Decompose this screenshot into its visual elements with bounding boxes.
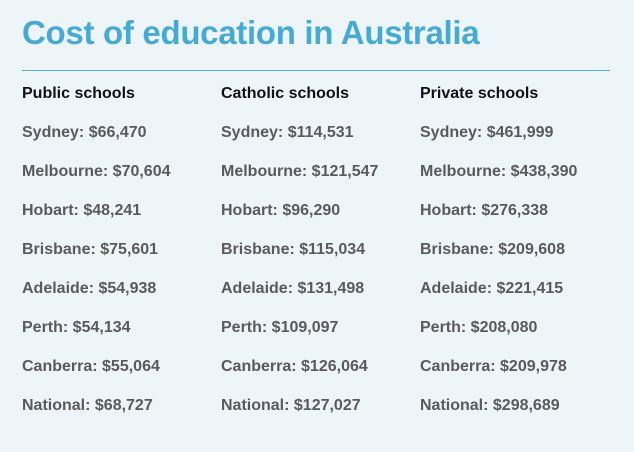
cost-entry: Canberra: $126,064 — [221, 358, 368, 375]
cost-entry: Hobart: $96,290 — [221, 202, 341, 219]
cost-entry: Hobart: $276,338 — [420, 202, 549, 219]
cost-entry: Sydney: $114,531 — [221, 124, 354, 141]
divider — [22, 70, 610, 71]
cost-entry: Canberra: $55,064 — [22, 358, 160, 375]
cost-entry: National: $298,689 — [420, 397, 560, 414]
cost-entry: Adelaide: $54,938 — [22, 280, 157, 297]
column-header: Public schools — [22, 85, 135, 102]
cost-entry: Brisbane: $209,608 — [420, 241, 565, 258]
cost-entry: Brisbane: $115,034 — [221, 241, 366, 258]
cost-entry: Melbourne: $121,547 — [221, 163, 379, 180]
cost-entry: Hobart: $48,241 — [22, 202, 142, 219]
cost-entry: Melbourne: $70,604 — [22, 163, 171, 180]
cost-entry: Adelaide: $131,498 — [221, 280, 365, 297]
column-header: Catholic schools — [221, 85, 350, 102]
cost-entry: National: $68,727 — [22, 397, 153, 414]
title: Cost of education in Australia — [22, 14, 480, 51]
cost-entry: Perth: $109,097 — [221, 319, 339, 336]
cost-entry: Perth: $208,080 — [420, 319, 538, 336]
cost-entry: Sydney: $66,470 — [22, 124, 147, 141]
cost-entry: National: $127,027 — [221, 397, 361, 414]
column-header: Private schools — [420, 85, 539, 102]
cost-entry: Canberra: $209,978 — [420, 358, 567, 375]
cost-entry: Perth: $54,134 — [22, 319, 131, 336]
cost-entry: Adelaide: $221,415 — [420, 280, 564, 297]
cost-entry: Sydney: $461,999 — [420, 124, 554, 141]
cost-entry: Brisbane: $75,601 — [22, 241, 159, 258]
cost-entry: Melbourne: $438,390 — [420, 163, 578, 180]
